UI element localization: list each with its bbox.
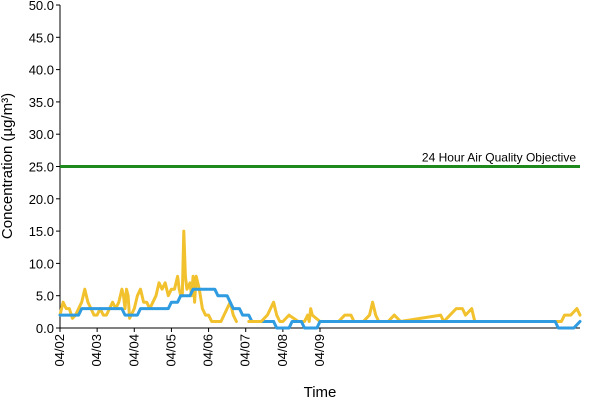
y-tick-label: 5.0	[36, 289, 54, 304]
x-tick-label: 04/09	[312, 334, 327, 367]
y-tick-label: 10.0	[29, 256, 54, 271]
y-tick-label: 20.0	[29, 192, 54, 207]
objective-annotation: 24 Hour Air Quality Objective	[422, 151, 576, 165]
x-tick-label: 04/08	[275, 334, 290, 367]
series-line-1	[58, 287, 276, 323]
objective-group: 24 Hour Air Quality Objective	[60, 151, 580, 168]
y-axis-title: Concentration (µg/m³)	[0, 93, 16, 239]
x-tick-label: 04/03	[89, 334, 104, 367]
y-tick-label: 40.0	[29, 63, 54, 78]
x-tick-label: 04/07	[238, 334, 253, 367]
y-tick-label: 15.0	[29, 224, 54, 239]
series-line-0	[58, 229, 238, 323]
series-lines	[58, 229, 582, 330]
x-tick-label: 04/02	[52, 334, 67, 367]
series-line-2	[247, 300, 582, 323]
y-ticks: 0.0 5.0 10.0 15.0 20.0 25.0 30.0 35.0 40.0 45.0 50…	[29, 0, 60, 336]
series-line-3	[272, 320, 582, 330]
x-ticks: 04/02 04/03 04/04 04/05 04/06 04/07 04/08 04/09	[52, 328, 327, 367]
y-tick-label: 45.0	[29, 30, 54, 45]
y-tick-label: 30.0	[29, 127, 54, 142]
y-tick-label: 35.0	[29, 95, 54, 110]
y-tick-label: 25.0	[29, 160, 54, 175]
x-tick-label: 04/04	[126, 334, 141, 367]
x-axis-title: Time	[304, 384, 337, 400]
y-tick-label: 50.0	[29, 0, 54, 13]
x-tick-label: 04/06	[201, 334, 216, 367]
y-tick-label: 0.0	[36, 321, 54, 336]
x-tick-label: 04/05	[163, 334, 178, 367]
